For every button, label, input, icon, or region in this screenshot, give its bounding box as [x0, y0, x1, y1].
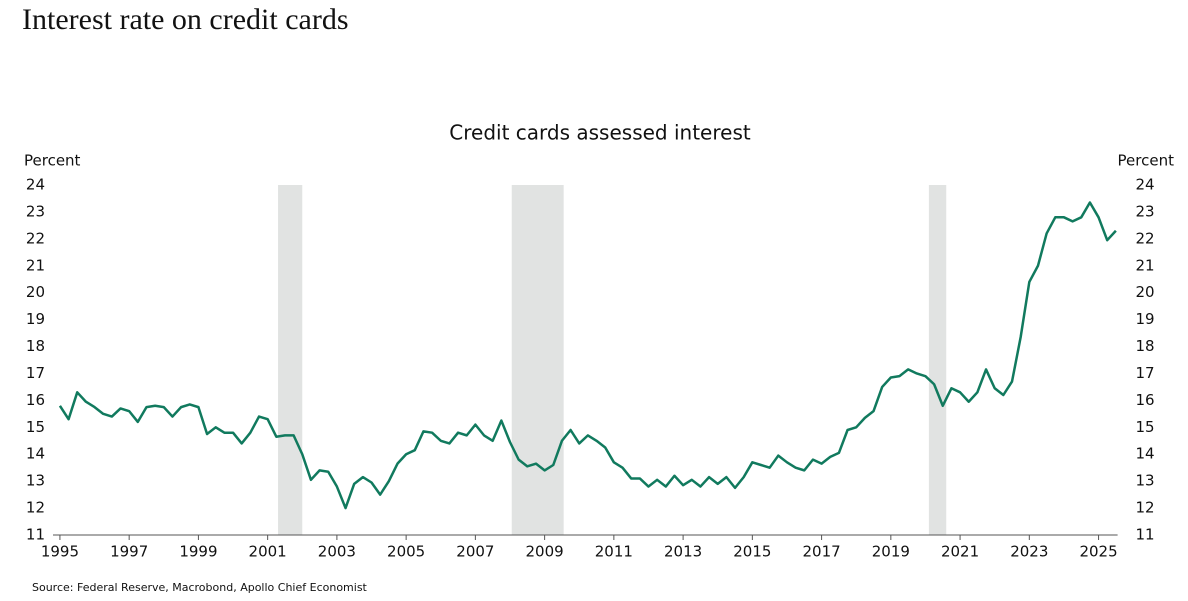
y2-axis-label: Percent — [1118, 152, 1175, 170]
x-tick-label: 2021 — [941, 543, 979, 561]
x-tick-label: 1997 — [110, 543, 148, 561]
x-tick-label: 2019 — [872, 543, 910, 561]
y2-tick-label: 16 — [1135, 391, 1154, 409]
y-tick-label: 13 — [26, 472, 45, 490]
y2-tick-label: 23 — [1135, 202, 1154, 220]
x-tick-label: 2015 — [733, 543, 771, 561]
x-tick-label: 2013 — [664, 543, 702, 561]
y-tick-label: 11 — [26, 526, 45, 544]
source-note: Source: Federal Reserve, Macrobond, Apol… — [32, 581, 368, 594]
y-tick-label: 22 — [26, 229, 45, 247]
y-tick-label: 23 — [26, 202, 45, 220]
y-tick-label: 12 — [26, 499, 45, 517]
x-tick-label: 2009 — [526, 543, 564, 561]
y2-tick-label: 21 — [1135, 256, 1154, 274]
recession-shade — [928, 185, 947, 535]
y2-tick-label: 14 — [1135, 445, 1154, 463]
x-tick-label: 2001 — [249, 543, 287, 561]
data-line — [58, 201, 1117, 510]
x-tick-label: 2007 — [456, 543, 494, 561]
recession-shade — [511, 185, 564, 535]
recession-shade — [278, 185, 303, 535]
y2-tick-label: 20 — [1135, 283, 1154, 301]
x-tick-label: 1995 — [41, 543, 79, 561]
x-tick-label: 2011 — [595, 543, 633, 561]
page-title: Interest rate on credit cards — [22, 3, 349, 36]
y-tick-label: 15 — [26, 418, 45, 436]
x-tick-label: 2005 — [387, 543, 425, 561]
x-tick-label: 2017 — [802, 543, 840, 561]
y-tick-label: 24 — [26, 176, 45, 194]
y-tick-label: 14 — [26, 445, 45, 463]
x-tick-label: 2023 — [1010, 543, 1048, 561]
chart-title: Credit cards assessed interest — [449, 121, 751, 145]
y2-tick-label: 18 — [1135, 337, 1154, 355]
y2-tick-label: 17 — [1135, 364, 1154, 382]
y2-tick-label: 11 — [1135, 526, 1154, 544]
y-axis-label: Percent — [24, 152, 81, 170]
y-tick-label: 17 — [26, 364, 45, 382]
y2-tick-label: 15 — [1135, 418, 1154, 436]
y2-tick-label: 12 — [1135, 499, 1154, 517]
y-tick-label: 18 — [26, 337, 45, 355]
y2-tick-label: 22 — [1135, 229, 1154, 247]
y2-tick-label: 19 — [1135, 310, 1154, 328]
y-tick-label: 20 — [26, 283, 45, 301]
y-tick-label: 16 — [26, 391, 45, 409]
y-tick-label: 21 — [26, 256, 45, 274]
y-tick-label: 19 — [26, 310, 45, 328]
x-tick-label: 2003 — [318, 543, 356, 561]
y2-tick-label: 24 — [1135, 176, 1154, 194]
x-tick-label: 2025 — [1079, 543, 1117, 561]
x-tick-label: 1999 — [179, 543, 217, 561]
y2-tick-label: 13 — [1135, 472, 1154, 490]
